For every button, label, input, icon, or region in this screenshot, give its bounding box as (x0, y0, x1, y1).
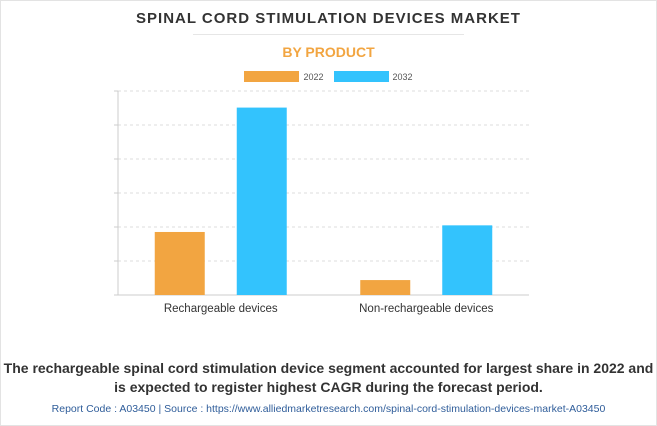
legend-item-2032[interactable]: 2032 (333, 71, 413, 82)
legend-swatch-2022 (244, 71, 300, 82)
chart-subtitle: BY PRODUCT (282, 44, 375, 60)
legend-item-2022[interactable]: 2022 (244, 71, 324, 82)
chart-caption: The rechargeable spinal cord stimulation… (3, 360, 654, 395)
title-divider (193, 34, 464, 35)
bar-2022-rechargeable (154, 231, 205, 295)
source-line[interactable]: Report Code : A03450 | Source : https://… (51, 403, 606, 415)
chart-title: SPINAL CORD STIMULATION DEVICES MARKET (136, 10, 521, 27)
x-tick-label: Rechargeable devices (164, 303, 278, 315)
legend-label-2032: 2032 (392, 71, 413, 82)
bar-2022-non-rechargeable (360, 280, 411, 295)
legend-label-2022: 2022 (303, 71, 324, 82)
bar-2032-rechargeable (236, 107, 287, 296)
legend: 2022 2032 (0, 71, 657, 82)
legend-swatch-2032 (333, 71, 389, 82)
bar-chart: Rechargeable devices Non-rechargeable dev… (114, 90, 529, 315)
bar-2032-non-rechargeable (442, 225, 493, 295)
x-tick-label: Non-rechargeable devices (359, 303, 493, 315)
